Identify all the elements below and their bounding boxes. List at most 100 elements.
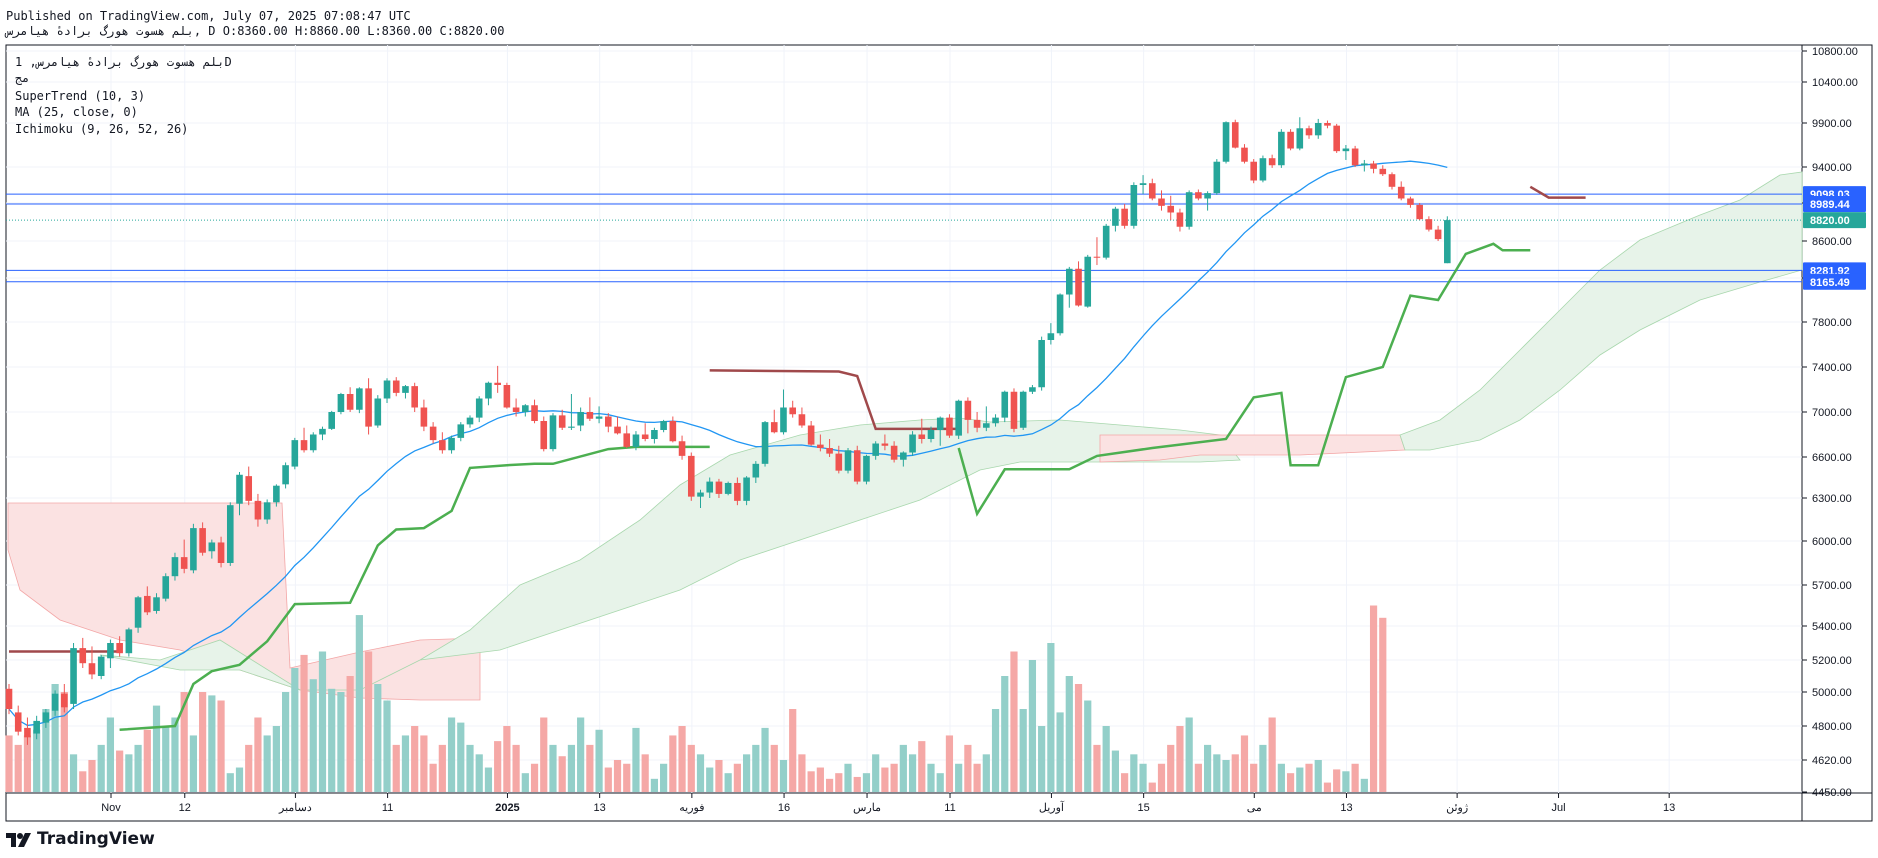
x-tick-label: 13 [1663, 802, 1675, 814]
candle-body [1102, 225, 1110, 258]
candle-body [817, 444, 824, 448]
time-axis[interactable]: Nov 12 دسامبر 11 2025 13 فوریه 16 مارس 11 آوریل 15 م… [101, 793, 1675, 814]
volume-bar [484, 767, 493, 792]
volume-bar [789, 709, 797, 792]
candle-body [678, 441, 686, 456]
candle-body [1397, 186, 1405, 199]
y-tick-label: 5000.00 [1812, 687, 1852, 699]
tradingview-footer[interactable]: TradingView [6, 829, 155, 849]
volume-bar [825, 778, 834, 792]
supertrend-up [119, 445, 710, 732]
volume-bar [235, 767, 244, 792]
candle-body [955, 400, 962, 436]
candle-body [1388, 174, 1396, 187]
candle-body [1416, 204, 1423, 220]
candle-body [826, 448, 833, 454]
candle-body [236, 474, 243, 504]
candle-body [273, 485, 280, 503]
candle-body [107, 643, 114, 659]
x-tick-label: 15 [1138, 802, 1150, 814]
volume-bar [503, 726, 511, 792]
candle-body [863, 455, 870, 482]
legend-supertrend[interactable]: SuperTrend (10, 3) [15, 89, 146, 103]
candle-body [1176, 212, 1184, 227]
candle-body [125, 629, 133, 654]
volume-bar [254, 717, 262, 792]
candle-body [706, 481, 714, 493]
volume-bar [1038, 726, 1046, 792]
volume-bar [1250, 763, 1258, 792]
candle-body [872, 443, 879, 456]
volume-bar [1111, 750, 1119, 792]
volume-bar [134, 744, 142, 792]
candle-body [134, 597, 142, 628]
volume-bar [1305, 763, 1313, 792]
volume-bar [199, 692, 207, 792]
volume-bar [549, 744, 557, 792]
volume-bar [14, 744, 22, 792]
candle-body [798, 414, 806, 426]
volume-bar [623, 763, 631, 792]
candle-body [1259, 158, 1267, 181]
candle-body [79, 648, 87, 664]
volume-bar [1286, 773, 1295, 792]
volume-bar [512, 744, 520, 792]
candle-body [217, 542, 225, 563]
volume-bar [540, 717, 548, 792]
volume-bar [1231, 754, 1239, 792]
candle-body [890, 445, 898, 460]
candle-body [549, 415, 557, 450]
level-badge [1803, 273, 1866, 290]
candle-body [429, 426, 437, 441]
volume-bar [23, 735, 32, 792]
volume-bar [604, 767, 612, 792]
candle-body [632, 434, 640, 447]
volume-bar [899, 744, 907, 792]
candle-body [226, 505, 234, 563]
candle-body [743, 477, 750, 501]
volume-bar [226, 773, 234, 792]
candle-body [844, 450, 852, 471]
candle-body [641, 434, 649, 439]
candle-body [1351, 148, 1359, 166]
volume-bar [208, 695, 216, 792]
candle-body [1121, 208, 1128, 226]
level-badge-label: 8165.49 [1810, 277, 1850, 289]
volume-bar [1148, 782, 1156, 792]
candle-body [669, 421, 677, 442]
volume-bar [982, 754, 990, 792]
volume-bar [530, 763, 539, 792]
volume-bar [1157, 763, 1166, 792]
volume-bar [715, 760, 723, 792]
volume-bar [862, 773, 871, 792]
candle-body [254, 500, 262, 520]
legend-ichimoku[interactable]: Ichimoku (9, 26, 52, 26) [15, 122, 189, 136]
candle-body [651, 430, 658, 439]
candle-body [1112, 208, 1119, 226]
publish-info: Published on TradingView.com, July 07, 2… [6, 9, 411, 23]
volume-bar [263, 735, 271, 792]
volume-bar [669, 735, 677, 792]
volume-bar [1240, 735, 1249, 792]
volume-bar [466, 744, 474, 792]
ichimoku-cloud [7, 171, 1803, 701]
volume-bar [816, 767, 824, 792]
price-axis[interactable]: 4450.00 4620.00 4800.00 5000.00 5200.00 5400.… [1802, 46, 1858, 799]
candle-body [586, 412, 594, 419]
candle-body [1204, 193, 1211, 199]
volume-bar [88, 760, 96, 792]
volume-bar [1296, 767, 1304, 792]
candle-body [614, 426, 621, 434]
y-tick-label: 6000.00 [1812, 536, 1852, 548]
candle-body [946, 417, 953, 436]
x-tick-label: فوریه [679, 802, 704, 814]
candle-body [900, 452, 907, 460]
volume-bar [1139, 763, 1147, 792]
y-tick-label: 5200.00 [1812, 655, 1852, 667]
legend-ma[interactable]: MA (25, close, 0) [15, 105, 138, 119]
x-tick-label: 16 [778, 802, 790, 814]
candle-body [1268, 158, 1276, 166]
candle-body [309, 434, 317, 451]
